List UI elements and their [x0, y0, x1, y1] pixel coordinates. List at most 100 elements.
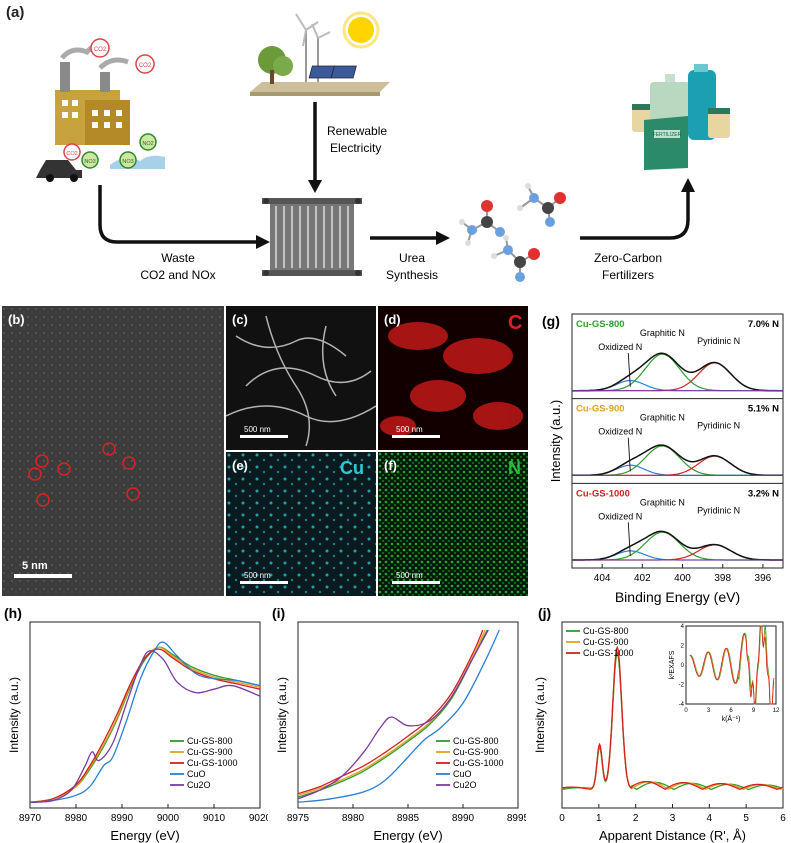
scale-bar — [392, 581, 440, 584]
fit-component-curve — [572, 445, 783, 476]
x-tick-label: 2 — [633, 813, 639, 824]
scale-bar — [240, 581, 288, 584]
plot-frame — [29, 621, 261, 809]
panel-f-letter: (f) — [384, 458, 397, 473]
inset-x-tick-label: 6 — [729, 708, 733, 714]
x-tick-label: 8985 — [397, 813, 420, 824]
renewable-energy-icon — [250, 11, 390, 96]
fit-component-curve — [572, 353, 783, 392]
renewable-label-line1: Renewable — [327, 124, 387, 138]
panel-f-texture — [378, 452, 528, 596]
x-axis-label: Binding Energy (eV) — [615, 589, 740, 605]
no3-bubble-icon — [81, 151, 99, 169]
factory-icon — [55, 43, 130, 145]
arrowheads — [256, 178, 695, 249]
peak-label: Oxidized N — [598, 342, 642, 352]
inset-x-tick-label: 9 — [752, 708, 756, 714]
inset-y-tick-label: 0 — [681, 663, 685, 669]
peak-label: Graphitic N — [640, 497, 685, 507]
scale-bar — [14, 574, 72, 578]
x-tick-label: 396 — [755, 573, 772, 584]
fertilizer-bag-label: FERTILIZER — [653, 132, 682, 138]
x-tick-label: 3 — [670, 813, 676, 824]
panel-a-letter: (a) — [6, 4, 25, 21]
panel-d-letter: (d) — [384, 312, 401, 327]
peak-label: Graphitic N — [640, 328, 685, 338]
x-axis-label: Energy (eV) — [373, 828, 442, 843]
fertilizer-label-line1: Zero-Carbon — [594, 251, 662, 265]
legend-label: Cu-GS-1000 — [453, 758, 504, 768]
panel-e-image — [226, 452, 376, 596]
co2-bubble-icon — [135, 54, 155, 74]
inset-x-tick-label: 0 — [684, 708, 688, 714]
panel-d-texture — [380, 322, 523, 438]
flow-arrows — [98, 102, 690, 244]
x-tick-label: 8970 — [19, 813, 42, 824]
panel-c-image — [225, 306, 377, 450]
inset-y-tick-label: 2 — [681, 644, 685, 650]
panel-letter: (j) — [538, 605, 551, 621]
peak-label: Pyridinic N — [697, 421, 740, 431]
panel-c-letter: (c) — [232, 312, 248, 327]
panel-e-letter: (e) — [232, 458, 248, 473]
y-axis-label: Intensity (a.u.) — [533, 677, 547, 753]
nitrogen-content-label: 5.1% N — [748, 404, 779, 415]
sample-label: Cu-GS-800 — [576, 319, 625, 330]
panel-b-scale-label: 5 nm — [22, 560, 48, 572]
fit-component-curve — [572, 531, 783, 561]
peak-label: Pyridinic N — [697, 336, 740, 346]
panel-f-scale-label: 500 nm — [396, 571, 423, 580]
panel-c-scale-label: 500 nm — [244, 425, 271, 434]
x-tick-label: 8990 — [452, 813, 475, 824]
legend-label: Cu-GS-900 — [453, 747, 499, 757]
legend-label: Cu-GS-900 — [187, 747, 233, 757]
chart-i-xanes-zoom: (i) 8975 8980 8985 8990 8995 Energy (eV) Intens… — [272, 605, 526, 843]
panel-d-scale-label: 500 nm — [396, 425, 423, 434]
co2-bubble-label: CO2 — [66, 151, 77, 157]
series-line — [298, 629, 489, 800]
x-axis-label: Apparent Distance (R', Å) — [599, 828, 746, 843]
legend-label: Cu-GS-900 — [583, 637, 629, 647]
no3-bubble-icon — [119, 151, 137, 169]
legend-label: CuO — [453, 769, 472, 779]
chart-h-xanes: (h) 8970 8980 8990 9000 9010 9020 Energy (eV) In… — [4, 605, 268, 843]
panel-d-image — [378, 306, 528, 450]
fertilizer-label-line2: Fertilizers — [602, 268, 654, 282]
urea-label-line2: Synthesis — [386, 268, 438, 282]
scale-bar — [392, 435, 440, 438]
panel-c-texture — [225, 315, 377, 447]
co2-bubble-icon — [90, 38, 110, 58]
co2-bubble-label: CO2 — [94, 47, 107, 53]
panel-letter: (h) — [4, 605, 22, 621]
x-tick-label: 6 — [780, 813, 786, 824]
fertilizer-products-icon — [632, 64, 730, 170]
electrolyzer-icon — [262, 198, 362, 276]
panel-a-schematic: CO2 CO2 CO2 NO3 NO2 NO3 — [36, 11, 730, 282]
plot-frame — [571, 313, 784, 569]
xps-envelope-curve — [572, 352, 783, 392]
peak-pointer — [627, 522, 631, 557]
x-tick-label: 9000 — [157, 813, 180, 824]
panel-f-element: N — [508, 458, 521, 478]
chart-g-xps: (g) Cu-GS-800 7.0% N Oxidized N Graphitic N P… — [542, 313, 784, 605]
series-line — [30, 646, 260, 803]
scale-bar — [240, 435, 288, 438]
inset-y-tick-label: -4 — [679, 702, 685, 708]
x-axis-label: Energy (eV) — [110, 828, 179, 843]
peak-label: Oxidized N — [598, 427, 642, 437]
inset-y-axis-label: k²EXAFS — [669, 650, 676, 679]
inset-y-tick-label: 4 — [681, 624, 685, 630]
peak-label: Oxidized N — [598, 511, 642, 521]
x-tick-label: 5 — [743, 813, 749, 824]
legend-label: Cu-GS-1000 — [187, 758, 238, 768]
x-tick-label: 9010 — [203, 813, 226, 824]
x-tick-label: 402 — [634, 573, 651, 584]
y-axis-label: Intensity (a.u.) — [548, 400, 563, 482]
co2-bubble-label: CO2 — [139, 63, 152, 69]
legend-label: CuO — [187, 769, 206, 779]
waste-label-line1: Waste — [161, 251, 195, 265]
water-icon — [110, 155, 165, 169]
peak-label: Pyridinic N — [697, 505, 740, 515]
sample-label: Cu-GS-900 — [576, 404, 625, 415]
x-tick-label: 1 — [596, 813, 602, 824]
